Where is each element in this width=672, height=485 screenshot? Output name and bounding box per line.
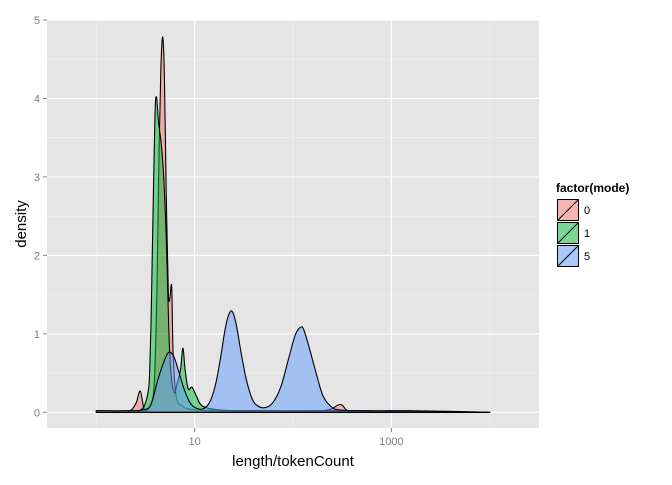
- y-axis-label: density: [13, 200, 30, 248]
- y-tick-label: 4: [34, 93, 40, 105]
- density-areas: [95, 36, 491, 413]
- y-tick-label: 1: [34, 329, 40, 341]
- axes: 0 1 2 3 4 5 10 1000: [34, 15, 404, 448]
- legend-swatch-diagonal: [557, 222, 579, 244]
- x-tick-label: 10: [188, 436, 200, 448]
- x-axis-label: length/tokenCount: [232, 453, 355, 470]
- legend-swatch-diagonal: [557, 199, 579, 221]
- legend-label: 1: [584, 228, 590, 240]
- y-tick-label: 0: [34, 407, 40, 419]
- legend-label: 0: [584, 205, 590, 217]
- y-tick-label: 5: [34, 15, 40, 27]
- y-tick-label: 2: [34, 250, 40, 262]
- density-area-mode-5: [95, 310, 491, 413]
- y-tick-label: 3: [34, 172, 40, 184]
- legend: factor(mode) 0 1 5: [556, 181, 629, 267]
- legend-swatch-diagonal: [557, 245, 579, 267]
- legend-label: 5: [584, 251, 590, 263]
- x-tick-label: 1000: [379, 436, 403, 448]
- legend-title: factor(mode): [556, 181, 629, 195]
